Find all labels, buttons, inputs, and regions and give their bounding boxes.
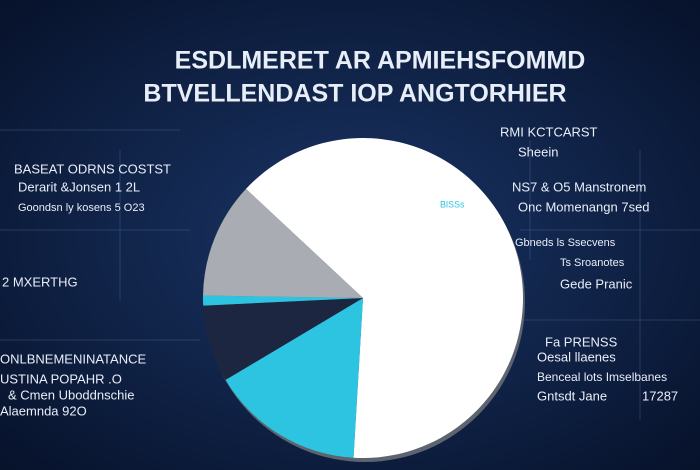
annotation: Fa PRENSS [545, 334, 618, 349]
annotation: Gntsdt Jane [537, 388, 607, 403]
pie [203, 138, 524, 458]
annotation: Oesal llaenes [537, 349, 616, 364]
pie-slice [245, 138, 524, 458]
pie-slice [225, 298, 363, 458]
annotation: RMI KCTCARST [500, 124, 598, 139]
pie-slice [203, 295, 363, 306]
annotation: BASEAT ODRNS COSTST [14, 161, 171, 176]
annotation: Gede Pranic [560, 276, 633, 291]
annotation: USTINA POPAHR .O [0, 371, 122, 386]
annotation: 2 MXERTHG [2, 274, 78, 289]
annotation: Derarit &Jonsen 1 2L [18, 179, 140, 194]
annotation: Onc Momenangn 7sed [518, 199, 650, 214]
chart-subtitle: BTVELLENDAST IOP ANGTORHIER [143, 80, 566, 108]
annotation: & Cmen Uboddnschie [8, 387, 134, 402]
annotation: Gbneds ls Ssecvens [515, 237, 616, 249]
slice-label: BlSSs [440, 199, 465, 209]
annotation: 17287 [642, 388, 678, 403]
pie-slice [203, 298, 363, 380]
chart-title: ESDLMERET AR APMIEHSFOMMD [175, 47, 586, 75]
annotation: Benceal lots Imselbanes [537, 370, 667, 384]
annotation: Ts Sroanotes [560, 257, 625, 269]
pie-slice [203, 188, 363, 298]
annotation: Alaemnda 92O [0, 403, 87, 418]
annotation: ONLBNEMENINATANCE [0, 351, 146, 366]
annotation: Sheein [518, 144, 558, 159]
annotation: NS7 & O5 Manstronem [512, 179, 646, 194]
decoration [0, 129, 700, 420]
annotation: Goondsn ly kosens 5 O23 [18, 202, 145, 214]
